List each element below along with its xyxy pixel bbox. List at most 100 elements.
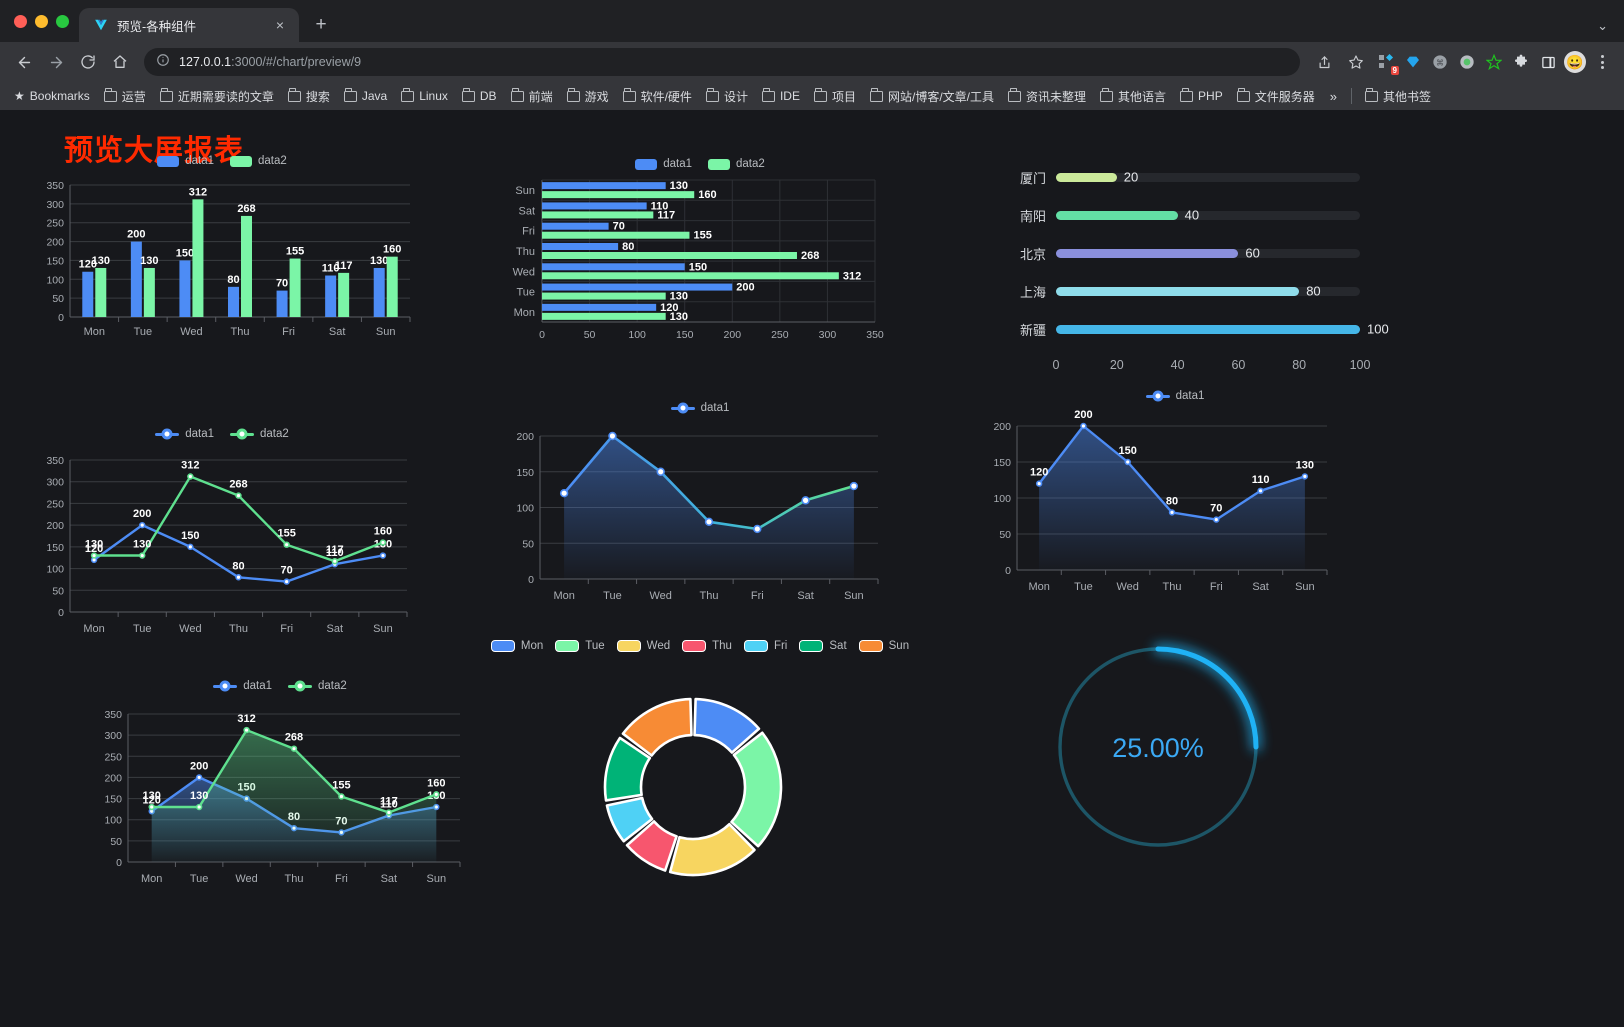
puzzle-icon[interactable] [1509,50,1533,74]
maximize-window-button[interactable] [56,14,69,28]
pie-slice[interactable] [621,697,693,757]
legend-item[interactable]: data2 [708,158,765,170]
diamond-icon[interactable] [1401,50,1425,74]
bookmark-folder[interactable]: 资讯未整理 [1002,85,1092,108]
legend-item[interactable]: Sun [858,640,909,652]
bookmark-folder[interactable]: PHP [1174,86,1229,106]
share-icon[interactable] [1310,48,1338,76]
progress-row: 新疆 100 [1000,310,1389,348]
chart-line-gradient: data1 0 50 100 150 200 Mon Tue Wed Thu Fri Sat Sun [500,402,900,624]
bookmarks-root[interactable]: ★ Bookmarks [8,86,96,106]
browser-tab[interactable]: 预览-各种组件 × [79,8,299,42]
chart-text: 268 [285,732,303,744]
legend-item[interactable]: Wed [616,640,670,652]
data-point [379,552,387,559]
pie-slice[interactable] [668,822,756,877]
chart-legend: data1 data2 [500,158,900,170]
pie-slice[interactable] [730,731,783,848]
folder-icon [869,88,883,102]
pie-slice[interactable] [625,820,678,872]
chart-bar-horizontal: data1 data2 0 50 100 150 200 250 300 350 Sun 130 1… [500,158,900,355]
forward-button[interactable] [42,48,70,76]
bookmark-folder[interactable]: 运营 [98,85,152,108]
pie-slice[interactable] [605,796,654,843]
bookmark-folder[interactable]: 设计 [700,85,754,108]
gauge-plot: 25.00% [1058,644,1261,847]
reload-button[interactable] [74,48,102,76]
legend-item[interactable]: Sat [799,640,847,652]
bar [276,290,288,317]
tab-search-icon[interactable]: ⌄ [1597,18,1608,33]
legend-item[interactable]: data1 [1145,390,1204,402]
new-tab-button[interactable]: + [315,14,327,35]
bookmark-folder[interactable]: 搜索 [282,85,336,108]
legend-item[interactable]: Mon [490,640,543,652]
green-star-icon[interactable] [1482,50,1506,74]
legend-item[interactable]: Fri [743,640,787,652]
bookmark-folder[interactable]: 游戏 [561,85,615,108]
minimize-window-button[interactable] [35,14,48,28]
legend-item[interactable]: Tue [555,640,605,652]
legend-item[interactable]: Thu [682,640,732,652]
pie-slice[interactable] [693,697,761,754]
bookmarks-overflow-button[interactable]: » [1329,88,1337,104]
data-point [195,774,203,781]
close-tab-button[interactable]: × [275,17,285,33]
bookmark-folder[interactable]: 软件/硬件 [617,85,698,108]
avatar[interactable]: 😀 [1564,51,1586,73]
legend-item[interactable]: data1 [670,402,729,414]
bookmark-folder[interactable]: 近期需要读的文章 [154,85,280,108]
chart-text: Fri [335,873,348,885]
chart-text: 350 [866,329,884,341]
green-circle-icon[interactable] [1455,50,1479,74]
data-point [849,481,859,491]
bookmark-folder[interactable]: IDE [756,86,806,106]
legend-swatch [157,155,180,167]
bookmark-folder[interactable]: 项目 [808,85,862,108]
bookmark-folder[interactable]: DB [456,86,503,106]
chart-text: Mon [141,873,162,885]
legend-item[interactable]: data1 [155,428,214,440]
back-button[interactable] [10,48,38,76]
legend-item[interactable]: data1 [635,158,692,170]
extensions-grid-icon[interactable]: 9 [1374,50,1399,75]
legend-item[interactable]: data2 [230,428,289,440]
legend-item[interactable]: data2 [230,155,287,167]
bar [386,256,398,317]
kebab-menu-icon[interactable] [1590,50,1614,74]
bookmark-folder[interactable]: Java [338,86,393,106]
legend-item[interactable]: data2 [288,680,347,692]
other-bookmarks-folder[interactable]: 其他书签 [1359,85,1437,108]
chart-text: Fri [280,623,293,635]
bookmark-folder[interactable]: 网站/博客/文章/工具 [864,85,1000,108]
bookmark-folder[interactable]: 其他语言 [1094,85,1172,108]
chart-text: 268 [237,203,255,215]
chart-text: 50 [52,585,64,597]
bookmark-folder[interactable]: 前端 [505,85,559,108]
chart-text: 110 [326,547,344,559]
close-window-button[interactable] [14,14,27,28]
pie-slice[interactable] [603,736,652,802]
sidepanel-icon[interactable] [1536,50,1560,74]
chart-text: 120 [143,794,161,806]
chart-text: 110 [380,798,398,810]
chart-text: 117 [326,544,344,556]
folder-icon [401,88,415,102]
address-bar[interactable]: 127.0.0.1:3000/#/chart/preview/9 [144,48,1300,76]
bookmark-label: 搜索 [305,89,330,104]
data-point [559,488,569,498]
info-icon[interactable] [156,53,170,72]
star-icon[interactable] [1342,48,1370,76]
home-button[interactable] [106,48,134,76]
chart-text: 200 [127,229,145,241]
bookmark-folder[interactable]: 文件服务器 [1231,85,1321,108]
data-point [338,793,345,800]
legend-swatch [670,406,695,410]
legend-item[interactable]: data1 [157,155,214,167]
bookmark-folder[interactable]: Linux [395,86,454,106]
command-circle-icon[interactable]: ⌘ [1428,50,1452,74]
bar [542,202,647,210]
bookmark-label: 近期需要读的文章 [177,89,274,104]
legend-item[interactable]: data1 [213,680,272,692]
folder-icon [159,88,173,102]
